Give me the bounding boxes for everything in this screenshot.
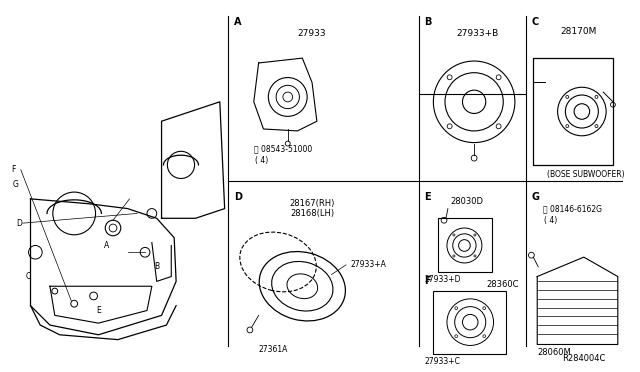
Text: 28167(RH): 28167(RH) <box>289 199 335 208</box>
Text: 27361A: 27361A <box>259 345 288 354</box>
Text: (BOSE SUBWOOFER): (BOSE SUBWOOFER) <box>547 170 625 179</box>
Text: A: A <box>104 241 109 250</box>
Text: D: D <box>234 192 243 202</box>
Text: G: G <box>13 180 19 189</box>
Text: E: E <box>424 192 431 202</box>
Text: B: B <box>154 262 159 271</box>
Text: 27933+D: 27933+D <box>424 275 461 284</box>
Bar <box>433 291 506 354</box>
Text: 28170M: 28170M <box>561 28 597 36</box>
Text: G: G <box>531 192 540 202</box>
Text: E: E <box>96 306 101 315</box>
Text: B: B <box>424 17 432 27</box>
Text: Ⓑ 08146-6162G: Ⓑ 08146-6162G <box>543 204 602 213</box>
Text: 27933: 27933 <box>298 29 326 38</box>
Text: F: F <box>424 276 431 286</box>
Text: C: C <box>531 17 539 27</box>
Text: 27933+B: 27933+B <box>456 29 498 38</box>
Text: 28060M: 28060M <box>538 348 572 357</box>
Text: ( 4): ( 4) <box>544 216 557 225</box>
Bar <box>438 218 492 272</box>
Text: F: F <box>11 165 15 174</box>
Bar <box>533 58 613 165</box>
Text: D: D <box>16 219 22 228</box>
Text: C: C <box>26 272 31 281</box>
Text: ( 4): ( 4) <box>255 155 268 164</box>
Text: 28360C: 28360C <box>487 280 519 289</box>
Text: A: A <box>234 17 242 27</box>
Text: Ⓢ 08543-51000: Ⓢ 08543-51000 <box>254 144 312 153</box>
Text: 28030D: 28030D <box>451 197 484 206</box>
Text: 28168(LH): 28168(LH) <box>290 209 334 218</box>
Text: 27933+A: 27933+A <box>351 260 387 269</box>
Text: 27933+C: 27933+C <box>424 357 461 366</box>
Text: R284004C: R284004C <box>562 353 605 363</box>
